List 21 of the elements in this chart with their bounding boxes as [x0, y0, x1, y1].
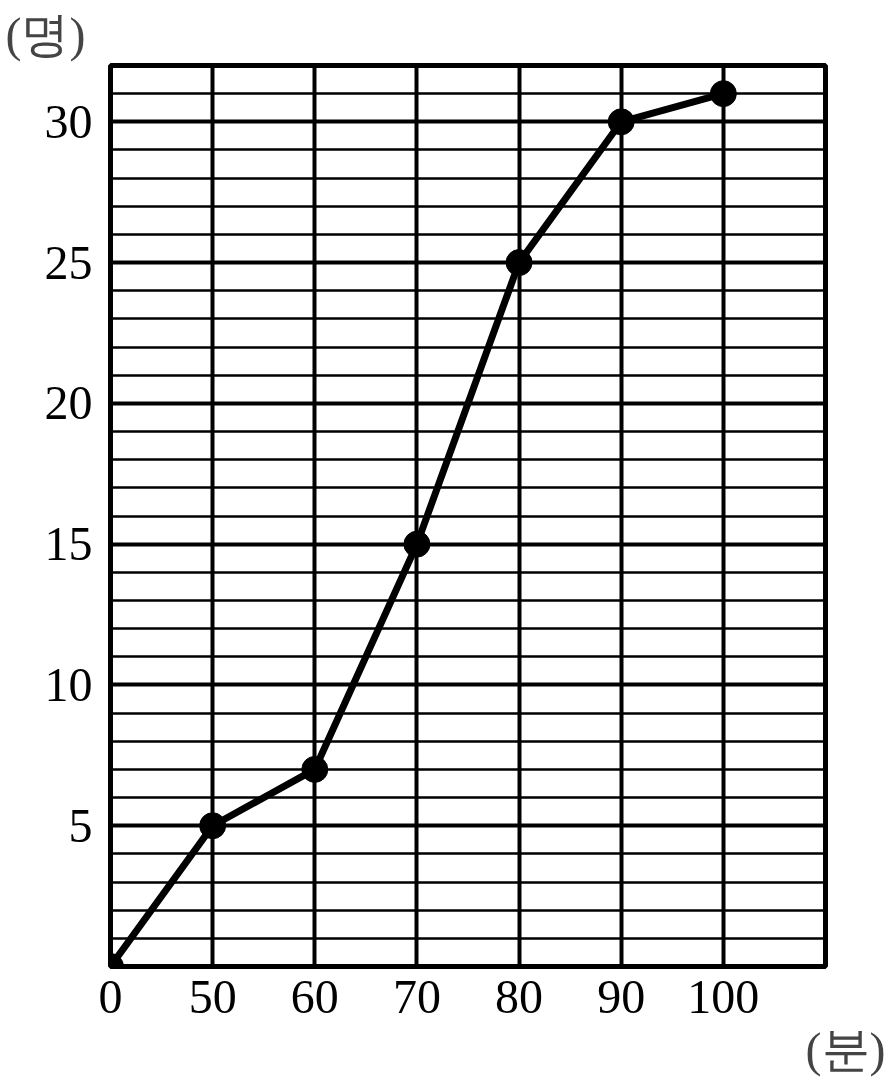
point [301, 755, 329, 783]
y-tick-label: 15 [44, 517, 93, 571]
y-tick-label: 10 [44, 657, 93, 711]
point [607, 108, 635, 136]
x-tick-label: 60 [290, 969, 339, 1023]
point [709, 80, 737, 108]
x-tick-label: 70 [392, 969, 441, 1023]
x-tick-label: 80 [495, 969, 544, 1023]
point [403, 530, 431, 558]
y-tick-label: 25 [44, 235, 93, 289]
y-axis-title: (명) [5, 7, 86, 62]
y-tick-label: 30 [44, 94, 93, 148]
x-axis-title: (분) [805, 1022, 886, 1077]
x-tick-label: 90 [597, 969, 646, 1023]
point [199, 812, 227, 840]
x-tick-label: 50 [188, 969, 237, 1023]
x-tick-label: 100 [687, 969, 760, 1023]
y-tick-label: 20 [44, 376, 93, 430]
point [505, 249, 533, 277]
y-tick-label: 5 [68, 798, 93, 852]
x-tick-label: 0 [98, 969, 123, 1023]
